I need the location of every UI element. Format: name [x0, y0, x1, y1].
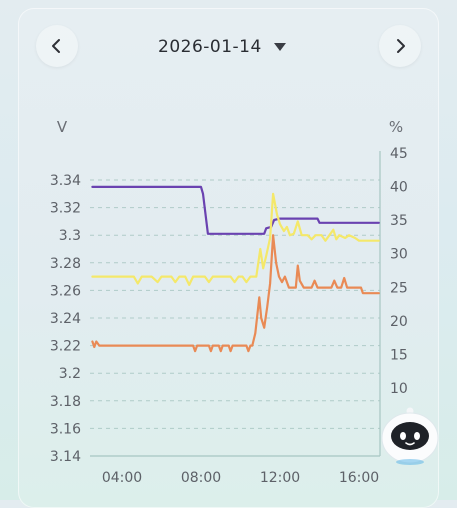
- right-tick-label: 45: [390, 146, 408, 162]
- left-tick-label: 3.22: [50, 339, 81, 355]
- caret-down-icon: [273, 43, 286, 51]
- x-tick-label: 12:00: [260, 470, 300, 486]
- x-tick-label: 16:00: [339, 470, 379, 486]
- right-tick-label: 30: [390, 247, 408, 263]
- left-axis-unit: V: [57, 118, 68, 136]
- right-tick-label: 15: [390, 347, 408, 363]
- series-line: [91, 192, 380, 286]
- previous-day-button[interactable]: [36, 25, 78, 67]
- x-tick-label: 04:00: [102, 470, 142, 486]
- right-tick-label: 25: [390, 280, 408, 296]
- right-tick-label: 10: [390, 381, 408, 397]
- left-tick-label: 3.26: [50, 283, 81, 299]
- series-line: [91, 185, 380, 235]
- chevron-right-icon: [397, 39, 405, 53]
- gridlines: [90, 179, 380, 429]
- left-tick-label: 3.14: [50, 449, 81, 465]
- next-day-button[interactable]: [379, 25, 421, 67]
- left-tick-label: 3.34: [50, 173, 81, 189]
- left-tick-label: 3.3: [59, 228, 81, 244]
- chart-card: [18, 8, 439, 508]
- left-tick-label: 3.24: [50, 311, 81, 327]
- left-tick-label: 3.28: [50, 256, 81, 272]
- right-tick-label: 35: [390, 213, 408, 229]
- left-tick-label: 3.32: [50, 201, 81, 217]
- left-tick-label: 3.18: [50, 394, 81, 410]
- axes: 3.34 3.32 3.3 3.28 3.26 3.24 3.22 3.2 3.18 3.16 3.…: [50, 146, 408, 486]
- right-tick-label: 40: [390, 180, 408, 196]
- date-label: 2026-01-14: [158, 37, 262, 57]
- series-lines: [91, 185, 380, 353]
- chevron-left-icon: [52, 39, 60, 53]
- left-tick-label: 3.16: [50, 421, 81, 437]
- right-tick-label: 20: [390, 314, 408, 330]
- robot-assistant-icon[interactable]: [379, 405, 441, 467]
- x-tick-label: 08:00: [181, 470, 221, 486]
- series-line: [91, 234, 380, 353]
- right-axis-unit: %: [389, 118, 403, 136]
- left-tick-label: 3.2: [59, 366, 81, 382]
- date-selector[interactable]: 2026-01-14: [158, 34, 286, 60]
